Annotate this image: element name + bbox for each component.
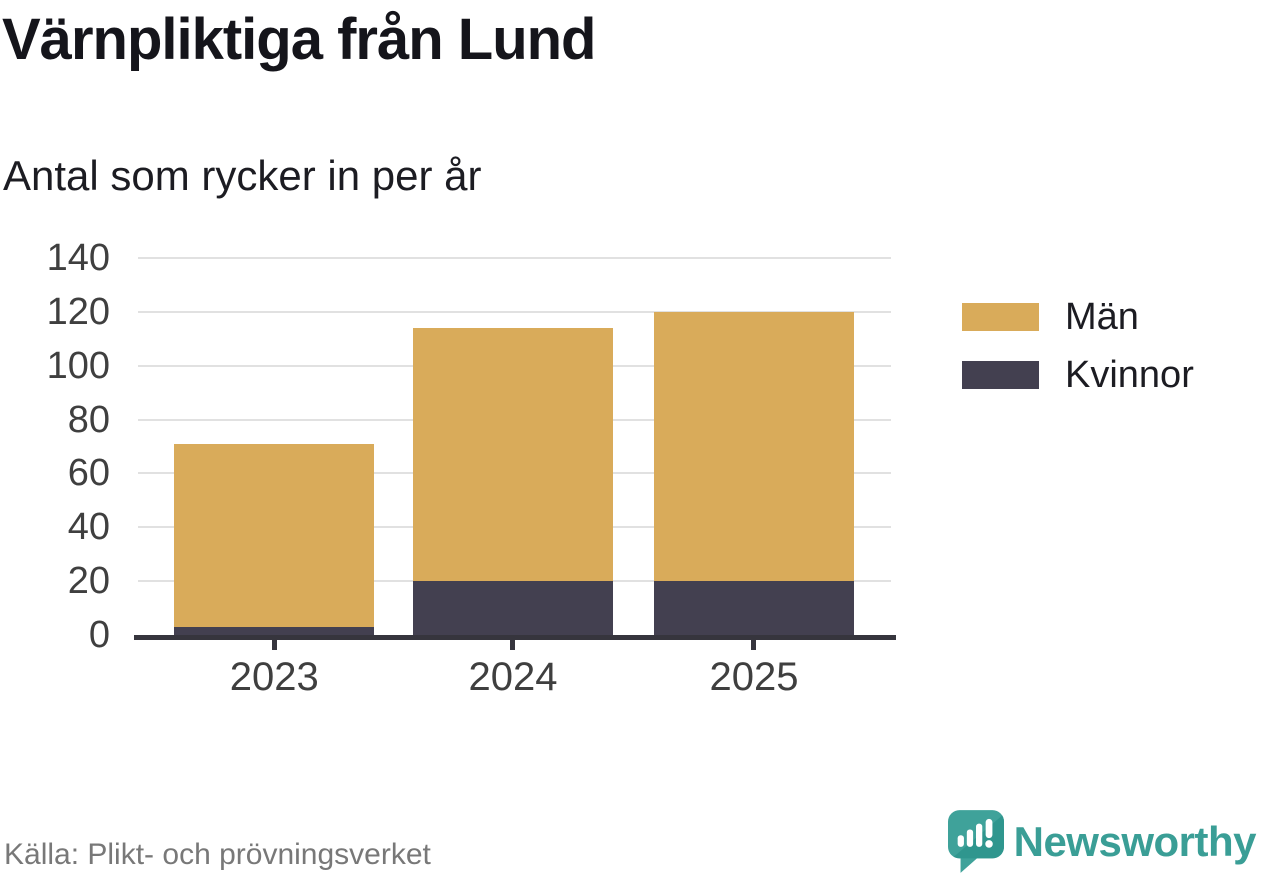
x-tick-2023	[271, 640, 277, 650]
legend-label-Män: Män	[1065, 296, 1139, 338]
gridline-120	[138, 310, 891, 313]
bar-segment-2025-Män	[653, 311, 854, 582]
chart-title: Värnpliktiga från Lund	[2, 7, 596, 72]
legend-label-Kvinnor: Kvinnor	[1065, 354, 1194, 396]
y-tick-label-0: 0	[88, 614, 110, 656]
bar-segment-2023-Män	[174, 443, 375, 627]
legend-item-Män: Män	[962, 295, 1194, 339]
x-axis-line	[134, 635, 896, 640]
legend: Män Kvinnor	[962, 295, 1194, 411]
bar-2024	[412, 328, 613, 635]
x-tick-label-2023: 2023	[229, 655, 319, 699]
bar-2025	[653, 311, 854, 635]
y-tick-label-20: 20	[67, 560, 110, 603]
y-tick-label-80: 80	[67, 398, 110, 441]
newsworthy-logo-icon	[947, 810, 1004, 873]
bar-segment-2024-Män	[412, 328, 613, 582]
y-tick-label-140: 140	[46, 237, 110, 279]
legend-swatch-Män	[962, 303, 1039, 331]
legend-item-Kvinnor: Kvinnor	[962, 353, 1194, 397]
y-tick-label-120: 120	[46, 290, 110, 333]
plot-area	[138, 257, 891, 635]
y-tick-label-40: 40	[67, 506, 110, 549]
bar-segment-2023-Kvinnor	[174, 626, 375, 635]
newsworthy-logo: Newsworthy	[947, 810, 1257, 874]
chart-region: 0 20 40 60 80 100 120 140 2023 2024 2025 Män Kvinn…	[0, 235, 1262, 715]
y-axis-labels: 0 20 40 60 80 100 120 140	[0, 238, 110, 655]
newsworthy-wordmark: Newsworthy	[1013, 818, 1257, 865]
bar-2023	[174, 443, 375, 635]
y-tick-label-60: 60	[67, 452, 110, 495]
x-tick-2025	[751, 640, 757, 650]
bar-segment-2025-Kvinnor	[653, 581, 854, 635]
bar-segment-2024-Kvinnor	[412, 581, 613, 635]
x-tick-2024	[510, 640, 516, 650]
source-note: Källa: Plikt- och prövningsverket	[4, 838, 431, 871]
legend-swatch-Kvinnor	[962, 361, 1039, 389]
chart-subtitle: Antal som rycker in per år	[3, 152, 482, 199]
gridline-140	[138, 257, 891, 259]
x-tick-label-2024: 2024	[468, 655, 558, 699]
x-tick-label-2025: 2025	[709, 655, 799, 699]
y-tick-label-100: 100	[46, 344, 110, 387]
